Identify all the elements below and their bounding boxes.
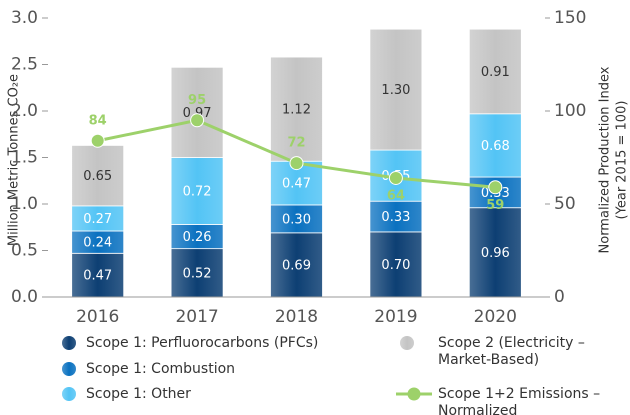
value-label: 0.65 [83, 169, 112, 184]
y2-tick-label: 0 [554, 287, 565, 307]
value-label: 0.47 [282, 177, 311, 192]
legend-label: Scope 1: Perfluorocarbons (PFCs) [86, 335, 319, 351]
value-label: 0.33 [381, 210, 410, 225]
line-point [90, 133, 105, 148]
value-label: 0.30 [282, 212, 311, 227]
value-label: 1.12 [282, 103, 311, 118]
line-point [190, 113, 205, 128]
line-value-label: 59 [486, 198, 504, 213]
value-label: 0.72 [183, 184, 212, 199]
bar-segment [71, 205, 125, 232]
legend-label: Scope 1+2 Emissions – Normalized [438, 386, 601, 415]
legend-marker [62, 362, 76, 376]
legend-marker [400, 336, 414, 350]
value-label: 0.96 [481, 246, 510, 261]
legend-label: Scope 1: Combustion [86, 361, 236, 377]
legend-marker [62, 387, 76, 401]
y2-axis-label: (Year 2015 = 100) [615, 101, 630, 220]
y-tick-label: 1.5 [11, 148, 38, 168]
y-axis-label: Million Metric Tonnes CO₂e [7, 74, 22, 246]
value-label: 0.68 [481, 139, 510, 154]
legend-marker [62, 336, 76, 350]
bar-segment [270, 204, 323, 234]
value-label: 0.91 [481, 65, 510, 80]
y-tick-label: 0.5 [11, 241, 38, 261]
line-value-label: 64 [387, 188, 405, 203]
x-tick-label: 2018 [275, 307, 318, 327]
y-tick-label: 3.0 [11, 8, 38, 28]
y-tick-label: 2.0 [11, 101, 38, 121]
bar-segment [170, 248, 224, 298]
legend-marker [407, 387, 421, 401]
bar-segment [270, 56, 323, 162]
value-label: 0.24 [83, 236, 112, 251]
line-value-label: 95 [188, 93, 206, 108]
y2-tick-label: 150 [554, 8, 586, 28]
line-value-label: 84 [89, 113, 107, 128]
y-tick-label: 0.0 [11, 287, 38, 307]
line-value-label: 72 [287, 136, 305, 151]
value-label: 0.27 [83, 212, 112, 227]
x-tick-label: 2016 [76, 307, 119, 327]
x-tick-label: 2019 [374, 307, 417, 327]
value-label: 0.70 [381, 258, 410, 273]
line-point [488, 180, 503, 195]
bar-segment [71, 145, 125, 207]
bar-segment [170, 157, 224, 225]
bar-segment [170, 224, 224, 250]
bar-segment [468, 113, 522, 178]
line-point [388, 170, 403, 185]
y2-axis-label: Normalized Production Index [598, 66, 613, 253]
bar-segment [468, 28, 522, 115]
legend-label: Scope 2 (Electricity – Market-Based) [438, 335, 585, 368]
legend-label: Scope 1: Other [86, 386, 191, 402]
y2-tick-label: 50 [554, 194, 576, 214]
y2-tick-label: 100 [554, 101, 586, 121]
value-label: 0.52 [183, 266, 212, 281]
y-tick-label: 1.0 [11, 194, 38, 214]
x-tick-label: 2020 [474, 307, 517, 327]
bar-segment [468, 207, 522, 298]
value-label: 1.30 [381, 83, 410, 98]
bar-segment [369, 28, 423, 151]
bar-segment [369, 200, 423, 233]
value-label: 0.47 [83, 269, 112, 284]
x-tick-label: 2017 [175, 307, 218, 327]
bar-segment [270, 232, 323, 298]
value-label: 0.26 [183, 230, 212, 245]
line-point [289, 156, 304, 171]
bar-segment [170, 66, 224, 158]
bar-segment [369, 231, 423, 298]
y-tick-label: 2.5 [11, 55, 38, 75]
value-label: 0.69 [282, 258, 311, 273]
